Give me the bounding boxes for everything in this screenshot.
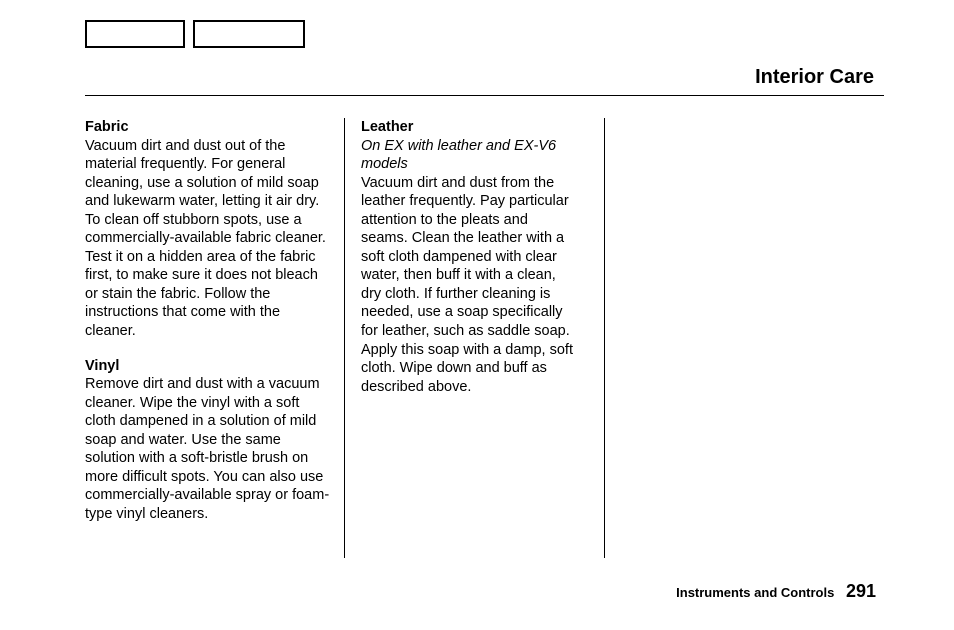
nav-box-1[interactable] bbox=[85, 20, 185, 48]
manual-page: Interior Care Fabric Vacuum dirt and dus… bbox=[0, 0, 954, 630]
content-columns: Fabric Vacuum dirt and dust out of the m… bbox=[85, 118, 884, 558]
vinyl-heading: Vinyl bbox=[85, 357, 330, 376]
vinyl-body: Remove dirt and dust with a vacuum clean… bbox=[85, 375, 330, 523]
footer-section-label: Instruments and Controls bbox=[676, 585, 834, 600]
nav-box-2[interactable] bbox=[193, 20, 305, 48]
column-2: Leather On EX with leather and EX-V6 mod… bbox=[345, 118, 605, 558]
page-title: Interior Care bbox=[85, 66, 884, 89]
leather-body: Vacuum dirt and dust from the leather fr… bbox=[361, 174, 578, 397]
fabric-body: Vacuum dirt and dust out of the material… bbox=[85, 137, 330, 341]
page-number: 291 bbox=[846, 581, 876, 601]
leather-model-note: On EX with leather and EX-V6 models bbox=[361, 137, 578, 174]
fabric-heading: Fabric bbox=[85, 118, 330, 137]
top-nav-boxes bbox=[85, 20, 884, 48]
title-rule bbox=[85, 95, 884, 96]
page-footer: Instruments and Controls 291 bbox=[676, 581, 876, 602]
leather-heading: Leather bbox=[361, 118, 578, 137]
column-1: Fabric Vacuum dirt and dust out of the m… bbox=[85, 118, 345, 558]
